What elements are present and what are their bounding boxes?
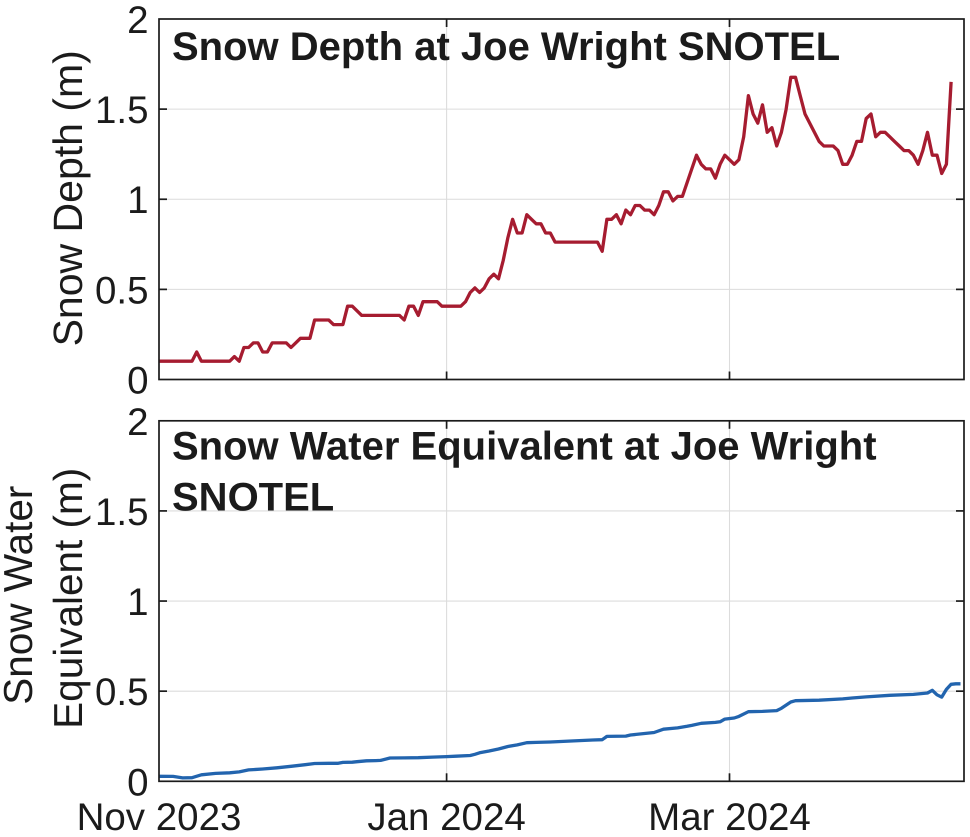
svg-text:Jan 2024: Jan 2024 xyxy=(367,796,525,837)
svg-text:Snow Water Equivalent at Joe W: Snow Water Equivalent at Joe Wright xyxy=(172,425,877,469)
svg-text:2: 2 xyxy=(127,401,148,444)
svg-text:Snow Depth (m): Snow Depth (m) xyxy=(45,50,91,346)
svg-text:2: 2 xyxy=(127,0,148,42)
svg-text:Equivalent (m): Equivalent (m) xyxy=(45,468,91,729)
svg-text:1: 1 xyxy=(127,179,148,222)
svg-text:Mar 2024: Mar 2024 xyxy=(648,796,811,837)
svg-text:0.5: 0.5 xyxy=(95,269,149,312)
svg-text:Nov 2023: Nov 2023 xyxy=(77,796,242,837)
svg-text:0.5: 0.5 xyxy=(95,671,149,714)
svg-text:SNOTEL: SNOTEL xyxy=(172,476,334,520)
svg-text:Snow Water: Snow Water xyxy=(0,486,41,705)
svg-text:Snow Depth at Joe Wright SNOTE: Snow Depth at Joe Wright SNOTEL xyxy=(172,25,840,69)
svg-text:1: 1 xyxy=(127,581,148,624)
svg-text:1.5: 1.5 xyxy=(95,491,149,534)
svg-text:0: 0 xyxy=(127,761,148,804)
svg-text:1.5: 1.5 xyxy=(95,89,149,132)
svg-text:0: 0 xyxy=(127,360,148,403)
